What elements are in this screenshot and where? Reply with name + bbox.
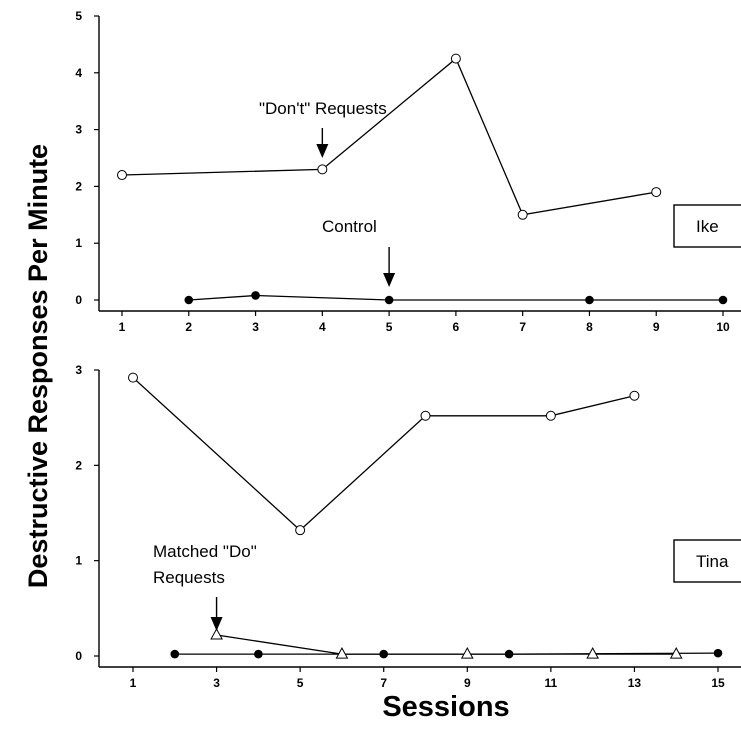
open-triangle-point xyxy=(210,627,223,640)
y-tick-label: 5 xyxy=(75,9,82,23)
filled-circle-point xyxy=(718,295,728,305)
y-tick-label: 1 xyxy=(75,236,82,250)
annotation-arrow-head xyxy=(316,144,329,158)
open-circle-point xyxy=(317,164,328,175)
open-circle-point xyxy=(629,390,640,401)
x-tick-label: 3 xyxy=(252,320,259,334)
participant-name: Ike xyxy=(696,217,719,236)
x-tick-label: 8 xyxy=(586,320,593,334)
series-line-open-circle xyxy=(132,377,635,532)
x-axis-label: Sessions xyxy=(382,691,509,723)
open-circle-point xyxy=(420,410,431,421)
open-circle-point xyxy=(545,410,556,421)
x-tick-label: 6 xyxy=(453,320,460,334)
annotation-text: Matched "Do" xyxy=(153,542,257,561)
series-line-open-circle xyxy=(121,57,657,216)
open-circle-point xyxy=(295,525,306,536)
x-tick-label: 7 xyxy=(380,676,387,690)
open-circle-point xyxy=(117,170,127,181)
x-tick-label: 1 xyxy=(119,320,126,334)
y-tick-label: 0 xyxy=(75,649,82,663)
annotation-text: Control xyxy=(322,217,377,236)
x-tick-label: 1 xyxy=(130,676,137,690)
x-tick-label: 7 xyxy=(519,320,526,334)
x-tick-label: 13 xyxy=(628,676,642,690)
y-tick-label: 2 xyxy=(75,458,82,472)
x-tick-label: 5 xyxy=(297,676,304,690)
annotation-text: Requests xyxy=(153,568,225,587)
filled-circle-point xyxy=(713,648,723,658)
x-tick-label: 3 xyxy=(213,676,220,690)
x-tick-label: 11 xyxy=(545,676,558,690)
y-tick-label: 3 xyxy=(75,363,82,377)
panel-ike: 0 1 2 3 4 5 1 2 3 4 5 6 7 8 9 10 Ike "Don't" Requests Cont… xyxy=(75,9,741,334)
open-circle-point xyxy=(450,53,461,64)
x-tick-label: 15 xyxy=(711,676,725,690)
y-tick-label: 0 xyxy=(75,293,82,307)
open-circle-point xyxy=(128,372,138,383)
y-tick-label: 4 xyxy=(75,66,82,80)
open-circle-point xyxy=(651,187,662,198)
y-tick-label: 1 xyxy=(75,554,82,568)
open-triangle-point xyxy=(460,647,474,659)
open-triangle-point xyxy=(669,647,683,659)
y-tick-label: 2 xyxy=(75,179,82,193)
filled-circle-point xyxy=(585,295,594,305)
y-tick-label: 3 xyxy=(75,123,82,137)
y-axis-label: Destructive Responses Per Minute xyxy=(23,144,53,588)
x-tick-label: 10 xyxy=(716,320,730,334)
participant-box xyxy=(673,539,741,583)
annotation-arrow-head xyxy=(383,273,396,287)
filled-circle-point xyxy=(384,295,394,305)
x-tick-label: 4 xyxy=(319,320,326,334)
filled-circle-point xyxy=(254,649,263,659)
filled-circle-point xyxy=(251,291,260,300)
x-tick-label: 9 xyxy=(653,320,660,334)
x-tick-label: 5 xyxy=(386,320,393,334)
open-triangle-point xyxy=(586,647,599,659)
filled-circle-point xyxy=(170,649,180,659)
x-tick-label: 2 xyxy=(185,320,192,334)
annotation-text: "Don't" Requests xyxy=(259,99,387,118)
series-line-open-triangle xyxy=(216,634,677,655)
participant-name: Tina xyxy=(696,552,729,571)
annotation-arrow-head xyxy=(210,617,223,631)
filled-circle-point xyxy=(184,295,194,305)
participant-box xyxy=(673,204,741,248)
series-line-filled-circle xyxy=(188,294,723,301)
open-triangle-point xyxy=(335,647,349,659)
x-tick-label: 9 xyxy=(464,676,471,690)
open-circle-point xyxy=(517,209,528,220)
